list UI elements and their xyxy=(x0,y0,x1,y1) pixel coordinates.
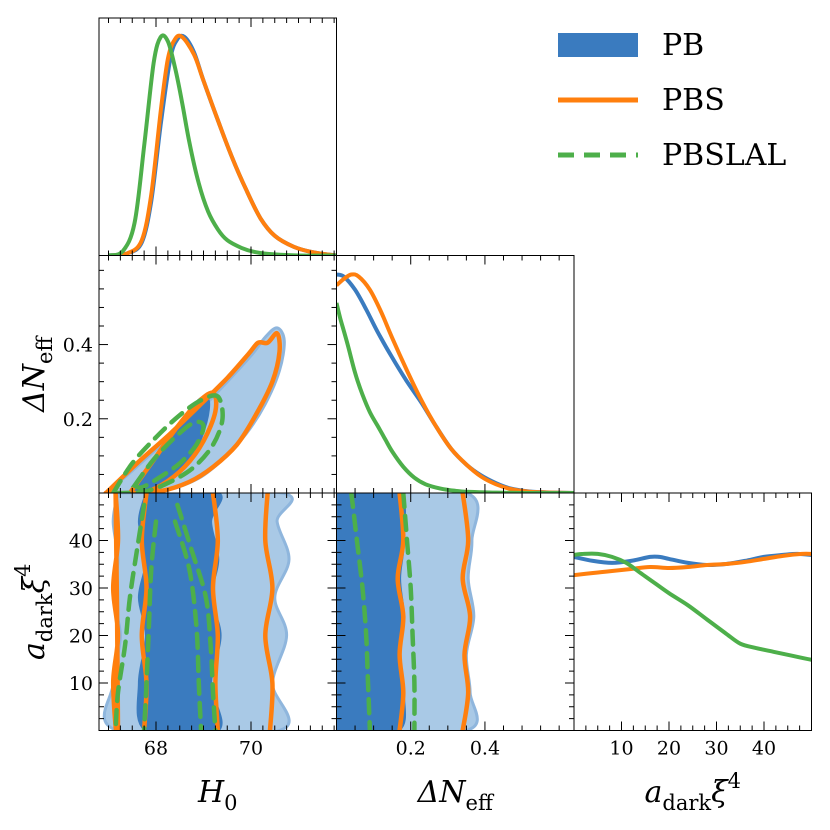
x-axis-label-h0-main: H xyxy=(197,775,225,810)
contour-H0_adark-pbs_95-edge xyxy=(262,493,275,731)
y-axis-label-adark-sup: 4 xyxy=(11,563,35,576)
x-tick-label: 20 xyxy=(657,738,681,760)
x-axis-label-adark-sub: dark xyxy=(662,791,711,815)
marginal-adark_xi4-pbs xyxy=(574,551,812,578)
contours-H0_adark xyxy=(102,493,294,731)
y-axis-label-dneff-main: ΔN xyxy=(17,362,52,413)
contour-dNeff_adark-pbs_95-edge xyxy=(460,493,473,731)
contour-H0_adark-pbslal_68-edge xyxy=(172,519,204,731)
x-tick-label: 70 xyxy=(239,738,263,760)
ticks: 68 70 0.2 0.4 10 20 30 40 0.2 0.4 10 20 30 40 xyxy=(63,18,812,760)
contour-H0_adark-pbs_68-edge xyxy=(210,493,221,731)
contours-dNeff_adark xyxy=(336,493,480,731)
y-axis-label-adark-tail: ξ xyxy=(17,575,52,593)
x-axis-label-adark-main: a xyxy=(644,775,662,810)
legend-label-pbslal: PBSLAL xyxy=(662,138,786,173)
y-axis-label-adark: adarkξ4 xyxy=(11,563,57,660)
x-tick-label: 0.4 xyxy=(470,738,500,760)
y-tick-label: 0.4 xyxy=(63,335,93,357)
marginal-H0-pbslal xyxy=(107,33,337,256)
legend: PB PBS PBSLAL xyxy=(558,28,786,173)
x-axis-label-h0: H0 xyxy=(197,775,238,815)
marginal-dNeff-pbs xyxy=(336,272,574,493)
contours-H0_dNeff xyxy=(102,326,286,493)
x-tick-label: 68 xyxy=(144,738,168,760)
marginal-H0-pbs xyxy=(108,33,337,256)
contour-H0_dNeff-pbs_95 xyxy=(102,331,282,493)
contour-H0_dNeff-pbs_68 xyxy=(127,390,219,493)
legend-label-pbs: PBS xyxy=(662,83,725,118)
marginal-dNeff-pb xyxy=(336,272,574,493)
x-axis-label-adark-tail: ξ xyxy=(711,775,729,810)
legend-label-pb: PB xyxy=(662,28,704,63)
x-axis-label-dneff-main: ΔN xyxy=(417,775,468,810)
x-axis-label-dneff-sub: eff xyxy=(466,791,495,815)
panels xyxy=(98,17,812,731)
marginal-adark_xi4-pbslal xyxy=(574,551,812,662)
contour-H0_adark-pbslal_68 xyxy=(141,519,159,731)
contour-H0_adark-pbslal_95 xyxy=(113,502,147,731)
contour-dNeff_adark-pbslal_68-edge xyxy=(349,493,373,731)
y-tick-label: 10 xyxy=(69,673,93,695)
panel-frame-2-2 xyxy=(573,492,812,731)
y-tick-label: 40 xyxy=(69,531,93,553)
y-tick-label: 30 xyxy=(69,578,93,600)
legend-swatch-pb xyxy=(558,33,638,57)
contour-H0_dNeff-pbslal_95 xyxy=(110,393,225,493)
contour-H0_adark-pbslal_95-edge xyxy=(175,502,218,731)
x-axis-label-adark: adarkξ4 xyxy=(644,769,741,815)
y-tick-label: 20 xyxy=(69,626,93,648)
y-axis-label-dneff: ΔNeff xyxy=(17,335,57,413)
x-axis-label-h0-sub: 0 xyxy=(224,791,237,815)
x-tick-label: 10 xyxy=(609,738,633,760)
x-axis-label-dneff: ΔNeff xyxy=(417,775,495,815)
marginal-adark_xi4 xyxy=(574,551,812,662)
x-tick-label: 0.2 xyxy=(396,738,426,760)
contour-H0_adark-pbs_95 xyxy=(110,493,121,731)
marginal-dNeff xyxy=(336,272,574,493)
contour-dNeff_adark-pbslal_95-edge xyxy=(401,493,417,731)
y-axis-label-adark-sub: dark xyxy=(33,593,57,642)
x-axis-label-adark-sup: 4 xyxy=(728,769,741,793)
marginal-dNeff-pbslal xyxy=(336,302,574,493)
x-tick-label: 30 xyxy=(704,738,728,760)
marginal-H0 xyxy=(107,33,337,256)
x-tick-label: 40 xyxy=(752,738,776,760)
contour-dNeff_adark-pbs_68-edge xyxy=(395,493,406,731)
y-axis-label-dneff-sub: eff xyxy=(33,335,57,364)
contour-H0_dNeff-pbslal_68 xyxy=(130,419,206,490)
y-axis-label-adark-main: a xyxy=(17,642,52,660)
y-tick-label: 0.2 xyxy=(63,409,93,431)
